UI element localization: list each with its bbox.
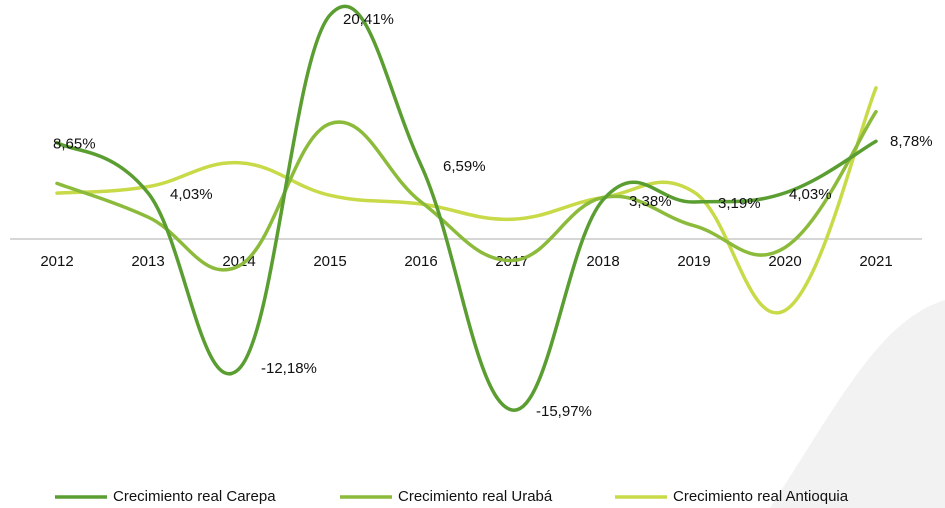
- x-tick-label: 2013: [131, 253, 164, 270]
- x-tick-label: 2016: [404, 253, 437, 270]
- x-tick-label: 2020: [768, 253, 801, 270]
- legend-label: Crecimiento real Carepa: [113, 488, 276, 505]
- legend: Crecimiento real Carepa Crecimiento real …: [55, 488, 849, 505]
- data-label: 4,03%: [789, 186, 832, 203]
- data-label: 8,78%: [890, 133, 933, 150]
- x-tick-label: 2012: [40, 253, 73, 270]
- data-label: 3,19%: [718, 195, 761, 212]
- legend-label: Crecimiento real Urabá: [398, 488, 553, 505]
- x-tick-label: 2018: [586, 253, 619, 270]
- x-tick-label: 2015: [313, 253, 346, 270]
- data-label: 8,65%: [53, 136, 96, 153]
- data-label: -15,97%: [536, 403, 592, 420]
- x-tick-label: 2021: [859, 253, 892, 270]
- x-tick-label: 2019: [677, 253, 710, 270]
- data-label: 6,59%: [443, 158, 486, 175]
- data-label: 4,03%: [170, 186, 213, 203]
- data-label: -12,18%: [261, 360, 317, 377]
- series-line: [55, 86, 878, 315]
- background-shape: [770, 300, 945, 508]
- plot: 2012 2013 2014 2015 2016 2017 2018 2019 2020 2021…: [40, 4, 933, 420]
- data-label: 3,38%: [629, 193, 672, 210]
- series-line: [55, 4, 878, 412]
- legend-label: Crecimiento real Antioquia: [673, 488, 849, 505]
- series-line: [55, 109, 878, 272]
- x-tick-label: 2014: [222, 253, 255, 270]
- data-label: 20,41%: [343, 11, 394, 28]
